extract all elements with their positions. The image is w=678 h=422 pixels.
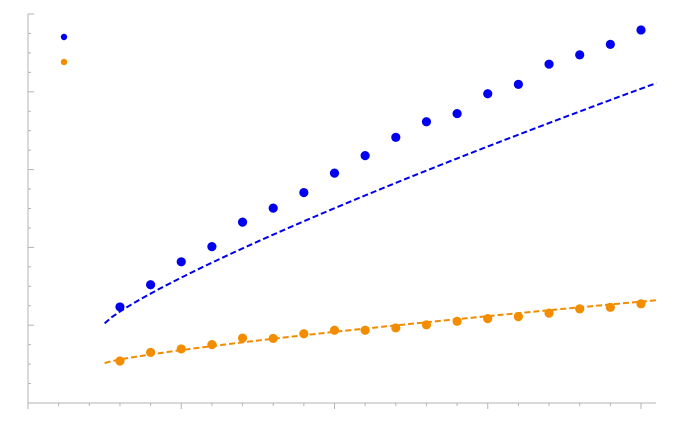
fit-line-series-2 — [104, 299, 657, 365]
legend-marker-series-2 — [60, 58, 68, 66]
data-point-series-2 — [544, 308, 554, 318]
data-point-series-2 — [391, 323, 401, 333]
legend — [60, 33, 68, 66]
data-point-series-1 — [176, 257, 186, 267]
data-point-series-1 — [207, 242, 217, 252]
data-point-series-2 — [299, 329, 309, 339]
data-point-series-1 — [421, 117, 432, 127]
data-point-series-1 — [299, 187, 309, 198]
data-point-series-2 — [268, 333, 278, 344]
data-point-series-1 — [391, 132, 401, 142]
data-point-series-2 — [605, 302, 615, 312]
data-point-series-2 — [452, 316, 462, 326]
data-point-series-1 — [636, 25, 646, 35]
data-point-series-2 — [636, 299, 646, 309]
data-point-series-2 — [575, 304, 585, 314]
data-point-series-2 — [513, 312, 524, 322]
data-point-series-1 — [360, 151, 370, 161]
data-point-series-1 — [268, 203, 278, 213]
data-point-series-1 — [513, 79, 524, 90]
fit-lines — [103, 82, 657, 365]
data-point-series-2 — [176, 344, 186, 354]
data-point-series-1 — [483, 89, 493, 99]
data-point-series-2 — [360, 325, 370, 335]
data-point-series-2 — [207, 340, 217, 350]
data-point-series-2 — [146, 347, 156, 358]
data-point-series-1 — [452, 108, 462, 119]
data-points — [115, 25, 646, 366]
data-point-series-1 — [146, 280, 156, 290]
data-point-series-1 — [329, 168, 340, 178]
data-point-series-2 — [483, 313, 493, 324]
axes — [27, 13, 656, 409]
data-point-series-2 — [115, 356, 125, 366]
data-point-series-1 — [237, 217, 248, 227]
fit-line-series-1 — [103, 82, 657, 325]
data-point-series-2 — [329, 325, 340, 335]
data-point-series-1 — [575, 50, 585, 60]
legend-marker-series-1 — [60, 33, 68, 41]
data-point-series-2 — [421, 320, 432, 330]
data-point-series-1 — [544, 59, 554, 69]
data-point-series-1 — [605, 39, 615, 49]
data-point-series-1 — [115, 302, 125, 312]
data-point-series-2 — [237, 333, 248, 343]
